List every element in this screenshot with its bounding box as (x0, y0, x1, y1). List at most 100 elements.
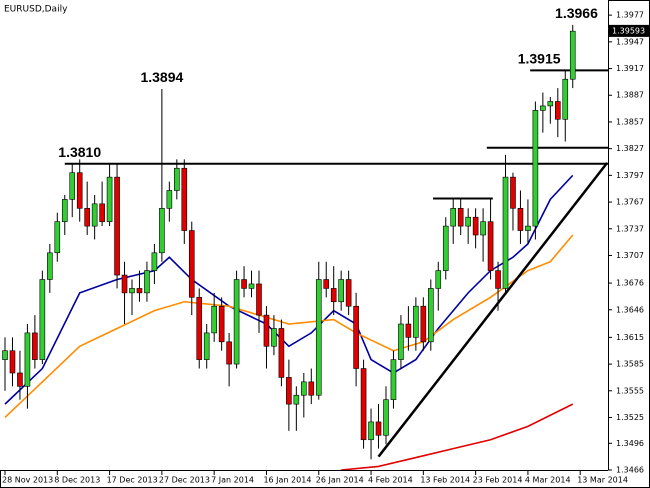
y-tick-label: 1.3887 (616, 91, 644, 100)
x-tick-label: 27 Dec 2013 (159, 476, 210, 485)
candle-body (256, 283, 262, 316)
candle-body (129, 288, 135, 294)
trend-line (377, 162, 608, 458)
candle-body (174, 167, 180, 191)
candle-body (442, 225, 449, 271)
candle-body (390, 359, 397, 400)
x-tick-label: 26 Jan 2014 (316, 476, 364, 485)
y-tick-label: 1.3827 (616, 144, 644, 153)
candle-body (405, 323, 412, 338)
candle-body (226, 341, 232, 365)
candle-body (323, 279, 330, 289)
candle-body (569, 30, 576, 80)
candle-body (555, 101, 561, 120)
candle-body (241, 279, 247, 289)
candle-body (114, 176, 120, 276)
candle-body (525, 225, 531, 231)
x-tick-label: 4 Mar 2014 (525, 476, 571, 485)
candle-body (9, 350, 16, 374)
candle-body (248, 283, 255, 289)
candle-body (211, 305, 217, 334)
x-tick-label: 8 Dec 2013 (54, 476, 100, 485)
candle-body (159, 207, 165, 254)
chart-title: EURUSD,Daily (4, 5, 68, 15)
candle-body (510, 176, 516, 209)
candle-body (562, 78, 569, 120)
candle-body (76, 172, 83, 209)
candle-body (91, 203, 98, 227)
y-tick-label: 1.3496 (616, 439, 644, 448)
candle-body (435, 270, 442, 289)
candle-body (315, 279, 322, 396)
y-tick-label: 1.3707 (616, 251, 644, 260)
price-annotation: 1.3966 (555, 5, 598, 21)
candle-body (84, 207, 90, 227)
candle-body (271, 328, 277, 347)
candle-body (398, 323, 404, 360)
candle-body (480, 221, 486, 236)
y-tick-label: 1.3737 (616, 224, 644, 233)
x-tick-label: 16 Jan 2014 (263, 476, 311, 485)
candle-body (517, 207, 524, 231)
candle-body (472, 216, 479, 236)
candle-body (121, 274, 128, 294)
candle-body (144, 270, 150, 294)
candle-body (330, 288, 337, 303)
y-tick-label: 1.3466 (616, 466, 644, 475)
candle-body (375, 421, 382, 436)
candle-body (420, 305, 427, 343)
candle-body (61, 199, 68, 222)
candle-body (308, 381, 315, 396)
y-tick-label: 1.3676 (616, 279, 644, 288)
candle-body (547, 101, 554, 107)
x-tick-label: 23 Feb 2014 (473, 476, 523, 485)
y-tick-label: 1.3555 (616, 386, 644, 395)
candle-body (532, 110, 539, 227)
price-annotation: 1.3915 (518, 50, 561, 66)
candle-body (465, 216, 471, 227)
last-price-box (609, 24, 649, 37)
candle-body (218, 305, 225, 343)
candle-body (24, 332, 31, 387)
candle-body (188, 230, 195, 298)
moving-average (4, 234, 574, 419)
y-tick-label: 1.3585 (616, 360, 644, 369)
last-price-label: 1.39593 (612, 26, 645, 35)
candle-body (2, 350, 8, 360)
candle-body (502, 176, 509, 289)
price-annotation: 1.3894 (140, 69, 183, 85)
y-tick-label: 1.3947 (616, 37, 644, 46)
candle-body (39, 279, 46, 360)
candle-body (47, 252, 53, 280)
x-tick-label: 13 Feb 2014 (420, 476, 470, 485)
candle-body (233, 279, 240, 365)
candle-body (151, 252, 158, 271)
candle-body (345, 279, 352, 307)
candle-body (495, 270, 501, 289)
candle-body (54, 221, 61, 254)
candle-body (368, 421, 374, 441)
candle-body (286, 377, 292, 405)
candle-body (360, 368, 367, 441)
candle-body (428, 288, 434, 343)
candle-body (181, 167, 188, 231)
candle-body (263, 314, 270, 347)
candle-body (450, 207, 457, 227)
y-tick-label: 1.3977 (616, 11, 644, 20)
x-tick-label: 17 Dec 2013 (107, 476, 158, 485)
candle-body (196, 297, 203, 360)
candle-body (99, 203, 105, 222)
candle-body (32, 332, 38, 360)
plot (2, 24, 608, 470)
candle-body (17, 372, 23, 387)
candle-body (69, 172, 76, 200)
candle-body (203, 332, 210, 360)
y-tick-label: 1.3857 (616, 117, 644, 126)
moving-average (341, 403, 574, 470)
price-annotation: 1.3810 (58, 144, 101, 160)
y-tick-label: 1.3525 (616, 413, 644, 422)
x-tick-label: 13 Mar 2014 (577, 476, 628, 485)
y-tick-label: 1.3917 (616, 64, 644, 73)
candle-body (106, 176, 113, 222)
